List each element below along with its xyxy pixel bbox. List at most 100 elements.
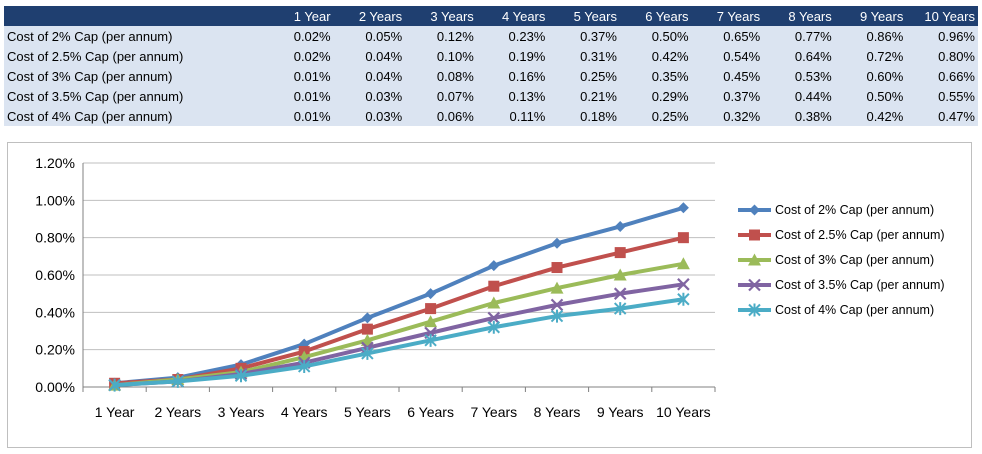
x-tick-label: 8 Years [534,404,581,420]
data-point-marker [614,247,626,259]
table-cell: 0.04% [333,46,406,66]
row-label: Cost of 2.5% Cap (per annum) [4,46,262,66]
data-point-marker [613,287,627,300]
y-tick-label: 0.60% [35,267,75,283]
table-cell: 0.29% [619,86,692,106]
table-cell: 0.03% [333,86,406,106]
data-point-marker [614,220,626,232]
line-chart: 0.00% 0.20% 0.40% 0.60% 0.80% 1.00% 1.20% 1 Yea… [35,155,945,420]
table-cell: 0.01% [262,106,334,126]
table-cell: 0.05% [333,26,406,46]
table-cell: 0.66% [906,66,978,86]
table-column-header: 2 Years [333,6,406,26]
table-cell: 0.11% [476,106,549,126]
data-point-marker [424,315,438,328]
table-cell: 0.38% [763,106,835,126]
table-cell: 0.16% [476,66,549,86]
data-point-marker [360,333,374,346]
table-cell: 0.25% [619,106,692,126]
data-point-marker [171,374,185,388]
data-point-marker [487,296,501,309]
table-cell: 0.02% [262,26,334,46]
data-point-marker [551,262,563,274]
table-cell: 0.07% [405,86,477,106]
table-cell: 0.50% [834,86,907,106]
x-tick-label: 1 Year [95,404,135,420]
table-cell: 0.18% [548,106,620,126]
legend-label: Cost of 2.5% Cap (per annum) [775,228,945,242]
y-tick-label: 1.00% [35,192,75,208]
table-column-header: 8 Years [763,6,835,26]
data-point-marker [297,359,311,373]
data-point-marker [613,268,627,281]
x-tick-label: 10 Years [656,404,711,420]
table-cell: 0.32% [691,106,764,126]
table-corner-cell [4,6,262,26]
y-tick-label: 0.40% [35,304,75,320]
table-cell: 0.08% [405,66,477,86]
data-point-marker [677,278,690,291]
table-cell: 0.47% [906,106,978,126]
data-point-marker [361,346,374,360]
table-cell: 0.80% [906,46,978,66]
data-point-marker [425,288,437,300]
table-column-header: 10 Years [906,6,978,26]
legend-label: Cost of 3.5% Cap (per annum) [775,278,945,292]
data-point-marker [487,311,501,325]
data-point-marker [488,280,500,292]
data-point-marker [361,323,373,335]
table-row: Cost of 3% Cap (per annum) 0.01% 0.04% 0.08… [4,66,978,86]
table-cell: 0.77% [763,26,835,46]
table-cell: 0.04% [333,66,406,86]
legend-swatch-marker [748,303,761,317]
data-point-marker [487,320,501,334]
table-cell: 0.03% [333,106,406,126]
table-row: Cost of 2% Cap (per annum) 0.02% 0.05% 0.12… [4,26,978,46]
table-row: Cost of 4% Cap (per annum) 0.01% 0.03% 0.06… [4,106,978,126]
table-cell: 0.13% [476,86,549,106]
data-point-marker [677,292,690,306]
row-label: Cost of 2% Cap (per annum) [4,26,262,46]
table-row: Cost of 2.5% Cap (per annum) 0.02% 0.04% 0.… [4,46,978,66]
legend-label: Cost of 2% Cap (per annum) [775,203,934,217]
data-point-marker [677,202,689,214]
y-tick-label: 0.20% [35,342,75,358]
table-column-header: 1 Year [262,6,334,26]
y-tick-label: 1.20% [35,155,75,171]
table-cell: 0.23% [476,26,549,46]
legend-swatch-marker [748,253,761,266]
legend-swatch-marker [748,278,761,292]
legend-swatch-marker [749,229,760,241]
table-column-header: 9 Years [834,6,907,26]
series-line [112,205,686,386]
x-tick-label: 5 Years [344,404,391,420]
table-cell: 0.42% [834,106,907,126]
y-tick-label: 0.80% [35,230,75,246]
data-point-marker [551,237,563,249]
table-cell: 0.64% [763,46,835,66]
x-tick-label: 6 Years [407,404,454,420]
table-cell: 0.31% [548,46,620,66]
table-cell: 0.12% [405,26,477,46]
data-point-marker [108,378,121,392]
chart-area: 0.00% 0.20% 0.40% 0.60% 0.80% 1.00% 1.20% 1 Yea… [7,142,972,448]
table-cell: 0.01% [262,86,334,106]
legend-label: Cost of 4% Cap (per annum) [775,303,934,317]
data-point-marker [550,298,564,312]
legend-swatch-marker [749,204,760,216]
table-cell: 0.06% [405,106,477,126]
table-cell: 0.96% [906,26,978,46]
data-point-marker [361,312,373,324]
table-cell: 0.54% [691,46,764,66]
data-point-marker [613,302,627,316]
row-label: Cost of 3% Cap (per annum) [4,66,262,86]
data-point-marker [424,333,437,347]
table-cell: 0.25% [548,66,620,86]
table-cell: 0.53% [763,66,835,86]
table-column-header: 4 Years [476,6,549,26]
table-header-row: 1 Year 2 Years 3 Years 4 Years 5 Years 6 Year… [4,6,978,26]
table-cell: 0.37% [548,26,620,46]
series-line [112,297,686,388]
row-label: Cost of 4% Cap (per annum) [4,106,262,126]
table-cell: 0.35% [619,66,692,86]
